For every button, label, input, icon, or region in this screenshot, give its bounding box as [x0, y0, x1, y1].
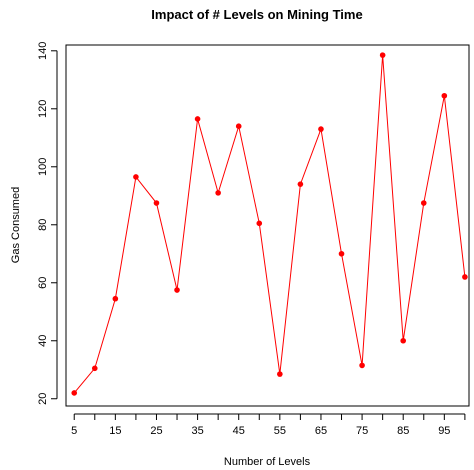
- y-tick-label: 60: [37, 277, 49, 289]
- data-point: [112, 295, 119, 302]
- x-axis-label: Number of Levels: [224, 456, 311, 468]
- data-point: [174, 287, 180, 293]
- data-point: [277, 371, 283, 377]
- x-tick-label: 55: [274, 425, 286, 437]
- y-tick-label: 40: [37, 335, 49, 347]
- data-point: [318, 126, 324, 132]
- series-line: [73, 55, 466, 394]
- y-tick-label: 140: [37, 42, 49, 60]
- x-tick-label: 95: [438, 425, 450, 437]
- y-tick-label: 120: [37, 100, 49, 118]
- x-tick-label: 35: [191, 425, 203, 437]
- data-point: [462, 274, 468, 280]
- data-point: [235, 123, 242, 129]
- y-axis: 20 40 60 80 100 120 140: [37, 42, 58, 405]
- y-tick-label: 100: [37, 158, 49, 176]
- data-point: [133, 174, 139, 180]
- data-series: [71, 52, 468, 396]
- data-point: [420, 200, 427, 206]
- data-point: [338, 250, 345, 257]
- x-tick-label: 15: [109, 425, 121, 437]
- data-point: [441, 92, 448, 99]
- data-point: [153, 200, 160, 206]
- data-point: [256, 220, 263, 227]
- data-point: [297, 181, 304, 187]
- x-tick-label: 5: [71, 425, 77, 437]
- y-tick-label: 80: [37, 219, 49, 231]
- x-tick-label: 75: [356, 425, 368, 437]
- data-point: [71, 390, 78, 396]
- x-tick-label: 25: [150, 425, 162, 437]
- x-axis: 5 15 25 35 45 55 65 75 85 95: [71, 413, 466, 437]
- x-tick-label: 65: [315, 425, 327, 437]
- x-tick-label: 85: [397, 425, 409, 437]
- data-point: [400, 337, 407, 344]
- data-point: [359, 362, 365, 369]
- chart-title: Impact of # Levels on Mining Time: [151, 7, 362, 22]
- data-point: [91, 365, 98, 372]
- plot-frame: [65, 44, 470, 407]
- data-point: [379, 52, 386, 58]
- x-tick-label: 45: [233, 425, 245, 437]
- y-axis-label: Gas Consumed: [10, 187, 22, 263]
- data-point: [194, 116, 201, 122]
- data-point: [215, 190, 221, 196]
- y-tick-label: 20: [37, 393, 49, 405]
